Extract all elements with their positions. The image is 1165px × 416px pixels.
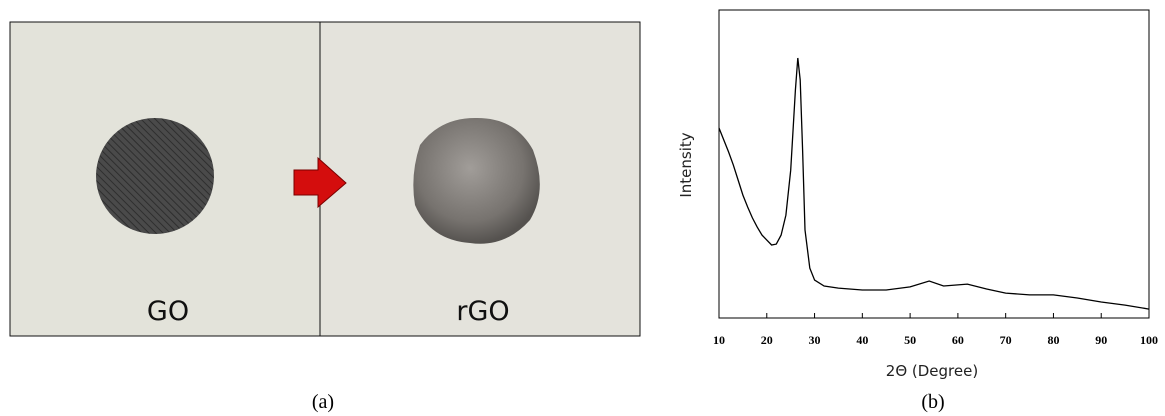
x-tick-label: 70 — [1000, 333, 1012, 347]
caption: (a) — [312, 391, 334, 413]
x-tick-label: 50 — [904, 333, 916, 347]
x-tick-label: 80 — [1047, 333, 1059, 347]
x-tick-label: 60 — [952, 333, 964, 347]
x-tick-label: 20 — [761, 333, 773, 347]
rgo-disc — [413, 118, 539, 244]
data-line — [719, 58, 1149, 309]
x-tick-label: 90 — [1095, 333, 1107, 347]
figure: GO rGO (a) 2Θ (Degree) Intensity (b) 102… — [0, 0, 1165, 416]
x-tick-label: 100 — [1140, 333, 1158, 347]
x-axis-label: 2Θ (Degree) — [886, 362, 978, 380]
x-tick-label: 10 — [713, 333, 725, 347]
chart: 2Θ (Degree) Intensity (b) 10 20 30 40 50 60 70… — [677, 10, 1158, 413]
x-tick-label: 40 — [856, 333, 868, 347]
y-axis-label: Intensity — [677, 132, 695, 197]
photo-label: rGO — [456, 296, 509, 327]
go-disc — [96, 118, 214, 234]
plot-frame — [719, 10, 1149, 318]
photo-label: GO — [147, 296, 189, 327]
photo-panel: GO rGO (a) — [10, 22, 640, 413]
x-tick-label: 30 — [809, 333, 821, 347]
caption: (b) — [921, 391, 944, 413]
